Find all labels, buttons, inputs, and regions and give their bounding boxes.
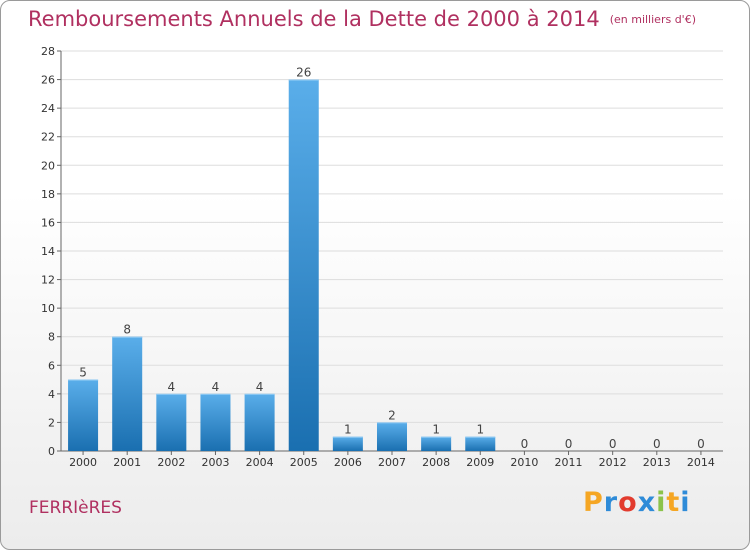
y-tick-label: 18 bbox=[41, 188, 55, 201]
data-label: 1 bbox=[344, 423, 352, 437]
bar bbox=[156, 393, 187, 451]
data-label: 1 bbox=[432, 423, 440, 437]
gridlines bbox=[61, 50, 723, 452]
bar bbox=[200, 393, 231, 451]
bar bbox=[421, 436, 452, 451]
y-tick-label: 26 bbox=[41, 74, 55, 87]
tick-labels: 0246810121416182022242628200052001820024… bbox=[41, 45, 715, 469]
logo-letter: i bbox=[656, 487, 667, 518]
bar bbox=[244, 393, 275, 451]
y-tick-label: 12 bbox=[41, 274, 55, 287]
bar bbox=[112, 336, 143, 451]
y-tick-label: 6 bbox=[48, 359, 55, 372]
x-tick-label: 2013 bbox=[643, 456, 671, 469]
y-tick-label: 10 bbox=[41, 302, 55, 315]
data-label: 0 bbox=[521, 437, 529, 451]
data-label: 4 bbox=[168, 380, 176, 394]
commune-name: FERRIèRES bbox=[29, 498, 122, 518]
x-tick-label: 2011 bbox=[555, 456, 583, 469]
data-label: 2 bbox=[388, 408, 396, 422]
x-tick-label: 2007 bbox=[378, 456, 406, 469]
data-label: 1 bbox=[476, 423, 484, 437]
logo-letter: i bbox=[680, 487, 691, 518]
bar bbox=[465, 436, 496, 451]
x-tick-label: 2004 bbox=[246, 456, 274, 469]
bar bbox=[376, 422, 408, 451]
bars bbox=[68, 79, 496, 452]
logo-letter: r bbox=[603, 487, 619, 518]
data-label: 0 bbox=[565, 437, 573, 451]
y-tick-label: 20 bbox=[41, 159, 55, 172]
y-tick-label: 22 bbox=[41, 131, 55, 144]
proxiti-logo: Proxiti bbox=[583, 487, 691, 518]
x-tick-label: 2009 bbox=[466, 456, 494, 469]
bar bbox=[68, 379, 99, 451]
x-tick-label: 2005 bbox=[290, 456, 318, 469]
logo-letter: x bbox=[637, 487, 657, 518]
data-label: 26 bbox=[296, 66, 311, 80]
y-tick-label: 2 bbox=[48, 416, 55, 429]
x-tick-label: 2000 bbox=[69, 456, 97, 469]
data-label: 4 bbox=[212, 380, 220, 394]
y-tick-label: 0 bbox=[48, 445, 55, 458]
logo-letter: o bbox=[618, 487, 638, 518]
y-tick-label: 24 bbox=[41, 102, 55, 115]
x-tick-label: 2014 bbox=[687, 456, 715, 469]
y-tick-label: 14 bbox=[41, 245, 55, 258]
data-label: 5 bbox=[79, 366, 87, 380]
bar bbox=[332, 436, 363, 451]
x-tick-label: 2002 bbox=[157, 456, 185, 469]
chart-title: Remboursements Annuels de la Dette de 20… bbox=[28, 7, 696, 31]
logo-letter: t bbox=[666, 487, 681, 518]
data-label: 8 bbox=[123, 323, 131, 337]
y-tick-label: 16 bbox=[41, 216, 55, 229]
x-tick-label: 2012 bbox=[599, 456, 627, 469]
x-tick-label: 2001 bbox=[113, 456, 141, 469]
x-tick-label: 2008 bbox=[422, 456, 450, 469]
y-tick-label: 4 bbox=[48, 388, 55, 401]
bar bbox=[288, 79, 319, 452]
x-tick-label: 2010 bbox=[510, 456, 538, 469]
x-tick-label: 2006 bbox=[334, 456, 362, 469]
data-label: 0 bbox=[697, 437, 705, 451]
logo-letter: P bbox=[583, 487, 604, 518]
unit-label: (en milliers d'€) bbox=[609, 13, 696, 26]
data-label: 0 bbox=[609, 437, 617, 451]
data-label: 0 bbox=[653, 437, 661, 451]
data-label: 4 bbox=[256, 380, 264, 394]
y-tick-label: 8 bbox=[48, 331, 55, 344]
y-tick-label: 28 bbox=[41, 45, 55, 58]
x-tick-label: 2003 bbox=[201, 456, 229, 469]
